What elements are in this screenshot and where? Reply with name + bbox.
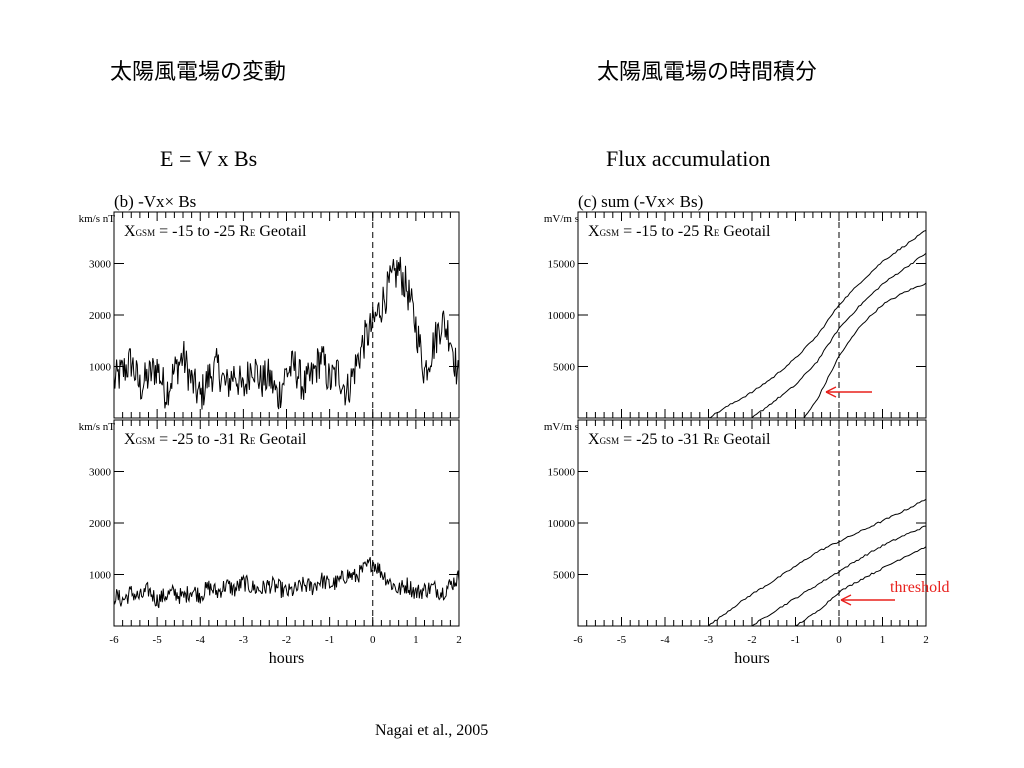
series-line-c-top-2 <box>803 282 927 419</box>
region-label-part: X <box>124 431 136 448</box>
y-tick-label: 1000 <box>89 362 112 374</box>
region-label-part: = -15 to -25 R <box>155 223 250 240</box>
y-axis-unit: km/s nT <box>79 213 116 225</box>
region-label: XGSM = -15 to -25 RE Geotail <box>124 223 307 240</box>
region-label-subscript: E <box>714 228 720 238</box>
threshold-arrow-head <box>825 386 837 398</box>
x-tick-label: -6 <box>573 634 583 646</box>
x-tick-label: -3 <box>239 634 249 646</box>
citation: Nagai et al., 2005 <box>375 722 489 739</box>
series-line-c-bottom-2 <box>795 546 927 627</box>
x-tick-label: -4 <box>196 634 206 646</box>
series-line-b-top-0 <box>113 256 460 410</box>
region-label: XGSM = -25 to -31 RE Geotail <box>124 431 307 448</box>
series-line-c-top-0 <box>708 230 927 419</box>
x-tick-label: -2 <box>747 634 756 646</box>
panel-label: (b) -Vx× Bs <box>114 192 196 211</box>
series-line-c-bottom-1 <box>751 525 927 627</box>
plot-frame <box>577 211 927 419</box>
region-label-subscript: GSM <box>136 436 156 446</box>
plot-frame <box>113 419 460 627</box>
region-label-part: X <box>588 223 600 240</box>
left-formula: E = V x Bs <box>160 146 258 171</box>
y-tick-label: 2000 <box>89 310 112 322</box>
region-label-part: Geotail <box>255 431 307 448</box>
x-tick-label: -4 <box>660 634 670 646</box>
right-formula: Flux accumulation <box>606 146 771 171</box>
region-label: XGSM = -25 to -31 RE Geotail <box>588 431 771 448</box>
x-tick-label: -3 <box>704 634 714 646</box>
right-title: 太陽風電場の時間積分 <box>597 59 818 84</box>
x-tick-label: -5 <box>153 634 163 646</box>
x-tick-label: -6 <box>109 634 119 646</box>
chart-panel-b-top: 1000 2000 3000 km/s nT XGSM = -15 to -25 RE … <box>79 192 460 419</box>
region-label-part: X <box>124 223 136 240</box>
x-tick-label: -2 <box>282 634 291 646</box>
x-tick-label: -5 <box>617 634 627 646</box>
y-tick-label: 10000 <box>548 310 576 322</box>
y-axis-unit: mV/m s <box>544 421 579 433</box>
chart-panel-c-top: 5000 10000 15000 mV/m s XGSM = -15 to -25 RE… <box>544 192 927 419</box>
panel-label: (c) sum (-Vx× Bs) <box>578 192 703 211</box>
x-tick-label: 1 <box>880 634 886 646</box>
threshold-label: threshold <box>890 579 950 596</box>
region-label-subscript: E <box>250 436 256 446</box>
region-label-subscript: E <box>714 436 720 446</box>
region-label-part: Geotail <box>255 223 307 240</box>
region-label-part: = -25 to -31 R <box>619 431 714 448</box>
y-axis-unit: mV/m s <box>544 213 579 225</box>
region-label-subscript: GSM <box>136 228 156 238</box>
x-tick-label: 1 <box>413 634 419 646</box>
chart-panel-c-bottom: 5000 10000 15000 mV/m s XGSM = -25 to -31 RE… <box>544 419 929 667</box>
region-label-subscript: GSM <box>600 436 620 446</box>
x-axis-label: hours <box>734 650 770 667</box>
x-tick-label: 2 <box>456 634 462 646</box>
region-label-subscript: E <box>250 228 256 238</box>
threshold-arrow <box>825 386 872 398</box>
region-label-part: Geotail <box>719 223 771 240</box>
y-tick-label: 2000 <box>89 518 112 530</box>
plot-frame <box>577 419 927 627</box>
x-tick-label: -1 <box>325 634 334 646</box>
region-label: XGSM = -15 to -25 RE Geotail <box>588 223 771 240</box>
chart-panel-b-bottom: 1000 2000 3000 km/s nT XGSM = -25 to -31 RE … <box>79 419 462 667</box>
left-title: 太陽風電場の変動 <box>110 59 287 84</box>
x-axis-label: hours <box>269 650 305 667</box>
y-tick-label: 3000 <box>89 467 112 479</box>
region-label-part: = -25 to -31 R <box>155 431 250 448</box>
region-label-part: Geotail <box>719 431 771 448</box>
threshold-arrow <box>840 594 895 606</box>
x-tick-label: -1 <box>791 634 800 646</box>
y-tick-label: 15000 <box>548 467 576 479</box>
y-axis-unit: km/s nT <box>79 421 116 433</box>
plot-frame <box>113 211 460 419</box>
y-tick-label: 5000 <box>553 570 576 582</box>
region-label-part: = -15 to -25 R <box>619 223 714 240</box>
series-line-c-bottom-0 <box>708 498 927 627</box>
y-tick-label: 3000 <box>89 259 112 271</box>
x-tick-label: 0 <box>836 634 842 646</box>
threshold-arrow-head <box>840 594 852 606</box>
series-line-c-top-1 <box>751 252 927 419</box>
region-label-subscript: GSM <box>600 228 620 238</box>
y-tick-label: 5000 <box>553 362 576 374</box>
x-tick-label: 0 <box>370 634 376 646</box>
series-line-b-bottom-0 <box>113 556 460 609</box>
y-tick-label: 1000 <box>89 570 112 582</box>
y-tick-label: 15000 <box>548 259 576 271</box>
x-tick-label: 2 <box>923 634 929 646</box>
y-tick-label: 10000 <box>548 518 576 530</box>
region-label-part: X <box>588 431 600 448</box>
